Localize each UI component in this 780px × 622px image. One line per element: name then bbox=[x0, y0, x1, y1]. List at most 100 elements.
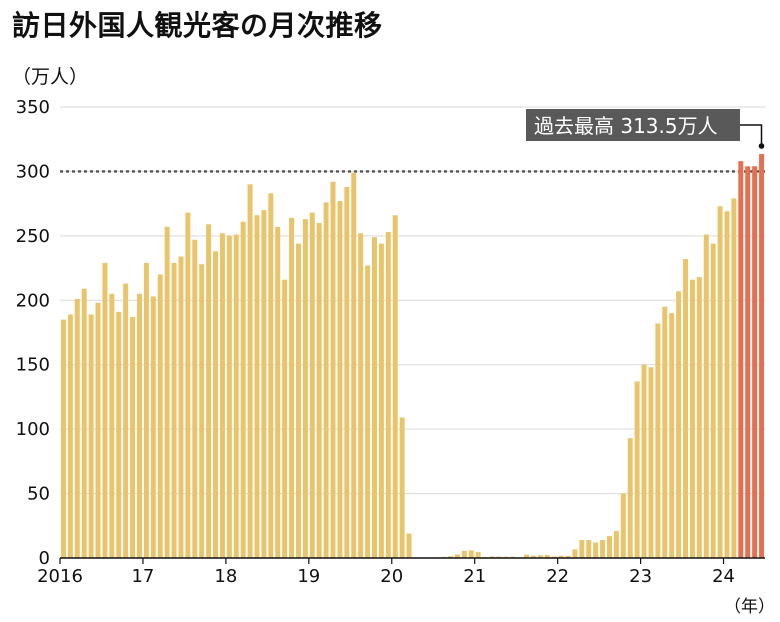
y-axis-unit: （万人） bbox=[12, 66, 89, 88]
x-tick-labels: 2016 17 18 19 20 21 22 23 24 bbox=[37, 558, 735, 587]
bar bbox=[572, 549, 578, 558]
bar bbox=[593, 542, 599, 558]
bar bbox=[143, 262, 149, 558]
bar bbox=[759, 154, 765, 558]
x-tick-label: 23 bbox=[629, 566, 652, 587]
bar bbox=[95, 302, 101, 558]
bar bbox=[475, 552, 481, 558]
y-tick-label: 350 bbox=[16, 97, 50, 118]
callout-box bbox=[526, 109, 740, 141]
bar bbox=[710, 243, 716, 558]
bar bbox=[655, 323, 661, 558]
record-callout: 過去最高 313.5万人 bbox=[526, 109, 765, 149]
x-tick-label: 20 bbox=[380, 566, 403, 587]
bar bbox=[316, 222, 322, 558]
bar bbox=[323, 202, 329, 558]
bar bbox=[295, 243, 301, 558]
bar bbox=[309, 212, 315, 558]
bar bbox=[385, 231, 391, 559]
bar bbox=[74, 299, 80, 558]
y-tick-label: 0 bbox=[39, 548, 50, 569]
bar bbox=[745, 166, 751, 558]
bar bbox=[150, 296, 156, 558]
bar bbox=[641, 364, 647, 558]
bar bbox=[130, 317, 136, 558]
y-tick-labels: 0 50 100 150 200 250 300 350 bbox=[16, 97, 50, 569]
bar bbox=[199, 264, 205, 558]
bar bbox=[696, 277, 702, 558]
bar bbox=[461, 550, 467, 558]
bar bbox=[406, 533, 412, 558]
bar bbox=[468, 550, 474, 558]
x-tick-label: 2016 bbox=[37, 566, 83, 587]
bar bbox=[600, 539, 606, 558]
bar bbox=[302, 219, 308, 559]
bar bbox=[219, 233, 225, 558]
bar bbox=[565, 555, 571, 558]
bar bbox=[289, 217, 295, 558]
bar bbox=[724, 211, 730, 558]
bar bbox=[337, 201, 343, 558]
bar bbox=[676, 291, 682, 558]
bar bbox=[102, 262, 108, 558]
bar bbox=[448, 556, 454, 558]
bar bbox=[627, 438, 633, 558]
bar bbox=[454, 554, 460, 558]
bar bbox=[233, 234, 239, 558]
bar bbox=[530, 555, 536, 558]
bar bbox=[171, 262, 177, 558]
bar bbox=[365, 265, 371, 558]
x-tick-label: 21 bbox=[463, 566, 486, 587]
bar bbox=[703, 234, 709, 558]
bar bbox=[275, 226, 281, 558]
bar bbox=[662, 306, 668, 558]
bar bbox=[558, 555, 564, 558]
bar bbox=[524, 554, 530, 558]
bar bbox=[185, 212, 191, 558]
y-tick-label: 50 bbox=[27, 484, 50, 505]
x-tick-label: 22 bbox=[546, 566, 569, 587]
y-tick-label: 150 bbox=[16, 355, 50, 376]
bar bbox=[544, 555, 550, 558]
y-tick-label: 200 bbox=[16, 290, 50, 311]
bar bbox=[607, 536, 612, 558]
bar bbox=[157, 274, 163, 558]
y-tick-label: 250 bbox=[16, 226, 50, 247]
x-axis-unit: （年） bbox=[724, 597, 775, 617]
bar bbox=[282, 279, 288, 558]
bar bbox=[489, 556, 495, 558]
bar bbox=[206, 224, 212, 558]
bar bbox=[254, 215, 260, 559]
x-tick-label: 18 bbox=[214, 566, 237, 587]
callout-connector bbox=[740, 124, 763, 146]
bar bbox=[586, 539, 592, 558]
bar bbox=[116, 311, 122, 558]
bar bbox=[738, 161, 744, 558]
bar bbox=[268, 193, 274, 558]
bar bbox=[669, 313, 675, 558]
x-tick-label: 19 bbox=[297, 566, 320, 587]
y-tick-label: 100 bbox=[16, 419, 50, 440]
bar bbox=[392, 215, 398, 559]
bar bbox=[683, 259, 689, 558]
y-tick-label: 300 bbox=[16, 161, 50, 182]
grid-lines bbox=[60, 106, 765, 495]
bar bbox=[351, 172, 357, 558]
bar bbox=[648, 367, 654, 558]
bar bbox=[378, 243, 384, 558]
bar bbox=[164, 226, 170, 558]
bar bbox=[240, 221, 246, 558]
bar bbox=[634, 381, 640, 558]
bar bbox=[178, 256, 184, 558]
bar bbox=[752, 166, 758, 558]
bar bbox=[537, 555, 543, 558]
bar bbox=[109, 293, 115, 558]
bar bbox=[358, 233, 364, 558]
bar bbox=[620, 493, 626, 558]
bar bbox=[192, 239, 198, 558]
bar bbox=[613, 530, 619, 558]
bar bbox=[137, 293, 142, 558]
callout-text: 過去最高 313.5万人 bbox=[534, 114, 718, 138]
bar bbox=[731, 198, 737, 559]
